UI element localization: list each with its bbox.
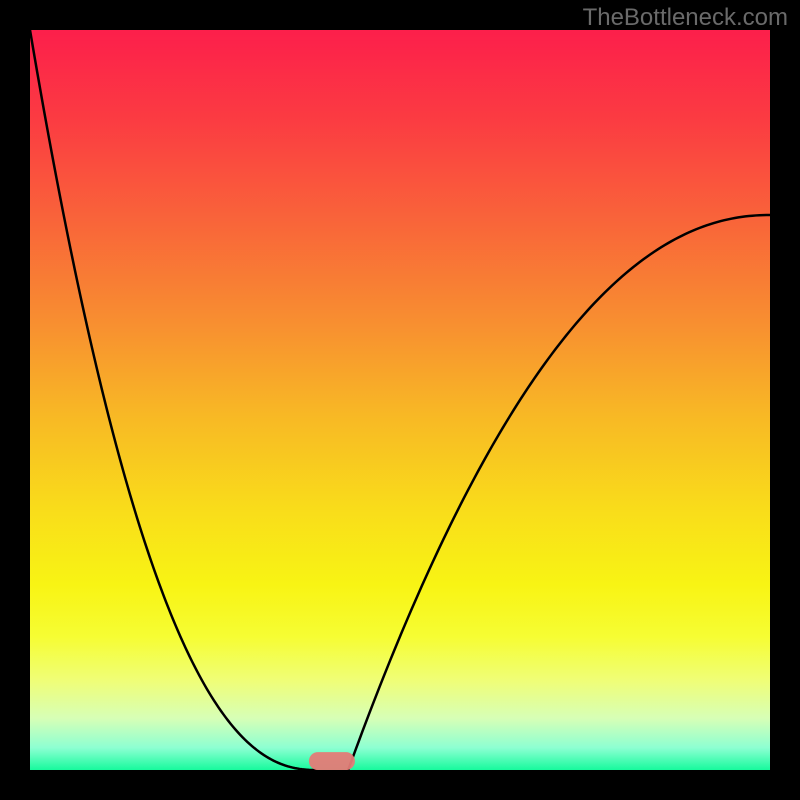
chart-frame: TheBottleneck.com [0, 0, 800, 800]
watermark-label: TheBottleneck.com [583, 4, 788, 32]
curve-left-branch [30, 30, 316, 770]
curve-right-branch [348, 215, 770, 770]
plot-area [30, 30, 770, 770]
minimum-marker [309, 752, 355, 770]
bottleneck-curve [30, 30, 770, 770]
